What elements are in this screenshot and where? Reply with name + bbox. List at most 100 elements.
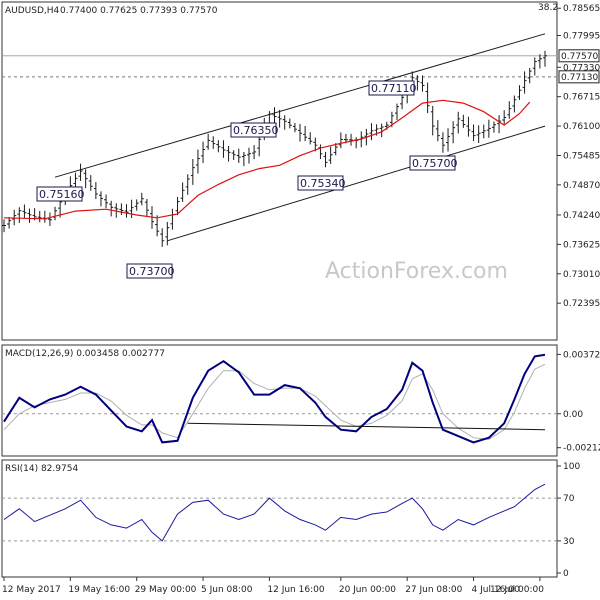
- dashed-level-tag-label: 0.77130: [561, 73, 598, 83]
- swing-label: 0.75700: [409, 155, 458, 171]
- price-bar: [435, 120, 440, 142]
- price-bar: [195, 149, 200, 174]
- price-bar: [211, 136, 216, 149]
- price-bar: [17, 207, 22, 223]
- price-bar: [83, 169, 88, 189]
- price-bar: [298, 123, 303, 142]
- price-bar: [517, 85, 522, 100]
- macd-title: MACD(12,26,9) 0.003458 0.002777: [5, 349, 165, 359]
- price-bar: [394, 103, 399, 120]
- rsi-panel-frame: [1, 459, 558, 578]
- rsi-ytick-label: 100: [563, 462, 580, 472]
- price-bar: [206, 133, 211, 150]
- rsi-line: [3, 483, 546, 542]
- swing-label-box: [409, 155, 456, 171]
- price-bar: [190, 159, 195, 185]
- price-bar: [512, 95, 517, 113]
- price-bar: [471, 124, 476, 142]
- price-bar: [333, 143, 338, 156]
- price-bar: [491, 121, 496, 133]
- swing-label: 0.77110: [368, 80, 417, 96]
- price-bar: [134, 199, 139, 211]
- x-tick-label: 12 Jul 00:00: [490, 585, 544, 595]
- moving-average-line: [3, 99, 531, 220]
- channel-lower-line: [167, 125, 546, 242]
- price-bar: [425, 82, 430, 114]
- price-ytick-label: 0.73625: [563, 240, 600, 250]
- swing-label: 0.73700: [126, 263, 175, 279]
- price-bar: [349, 133, 354, 146]
- price-bar: [527, 67, 532, 84]
- price-bar: [476, 125, 481, 144]
- macd-ytick-label: 0.003724: [563, 350, 600, 360]
- price-ytick-label: 0.77330: [563, 63, 600, 73]
- price-bar: [486, 119, 491, 138]
- price-bar: [246, 147, 251, 164]
- price-bar: [502, 110, 507, 124]
- x-tick-label: 29 May 00:00: [135, 585, 197, 595]
- price-layer: 0.75160 0.73700 0.76350 0.75340 0.77110 0.757…: [2, 33, 557, 279]
- price-ytick-label: 0.75485: [563, 151, 600, 161]
- price-bar: [216, 140, 221, 153]
- price-bar: [369, 123, 374, 141]
- x-tick-label: 12 Jun 16:00: [267, 585, 324, 595]
- swing-label-text: 0.73700: [129, 265, 175, 278]
- swing-label-text: 0.75340: [300, 177, 346, 190]
- price-ytick-label: 0.77995: [563, 31, 600, 41]
- price-ytick-label: 0.73010: [563, 270, 600, 280]
- price-bar: [277, 109, 282, 128]
- swing-label-box: [126, 263, 173, 279]
- price-bar: [420, 75, 425, 92]
- price-bar: [104, 194, 109, 209]
- rsi-layer: [2, 483, 557, 542]
- price-bar: [226, 146, 231, 162]
- price-bar: [2, 219, 6, 233]
- swing-label: 0.75160: [36, 186, 85, 202]
- price-bar: [497, 115, 502, 134]
- price-bar: [185, 174, 190, 195]
- price-bar: [37, 210, 42, 223]
- macd-line: [3, 353, 546, 444]
- price-header-top-right: 38.2: [538, 3, 558, 13]
- axes-layer: 0.78565 0.77995 0.77330 0.76715 0.76100 0.754…: [2, 4, 600, 595]
- price-bar: [451, 121, 456, 144]
- price-bar: [481, 124, 486, 139]
- price-bar: [201, 141, 206, 163]
- swing-label-box: [368, 80, 415, 96]
- price-bar: [456, 111, 461, 134]
- price-bar: [257, 135, 262, 157]
- price-bar: [415, 75, 420, 91]
- rsi-title: RSI(14) 82.9754: [5, 464, 78, 474]
- x-tick-label: 4 Jul 16:00: [472, 585, 521, 595]
- price-bar: [221, 140, 226, 158]
- price-bar: [160, 228, 165, 247]
- price-bar: [139, 192, 144, 206]
- price-bar: [114, 203, 119, 218]
- price-bar: [175, 196, 180, 216]
- swing-label-text: 0.76350: [233, 124, 279, 137]
- swing-label-box: [297, 175, 344, 191]
- price-bar: [47, 212, 52, 226]
- price-bar: [22, 204, 27, 219]
- price-bar: [109, 200, 114, 217]
- price-panel-frame: [1, 1, 558, 341]
- price-bar: [522, 71, 527, 94]
- price-bar: [440, 132, 445, 153]
- price-bar: [461, 114, 466, 128]
- x-tick-label: 5 Jun 08:00: [201, 585, 253, 595]
- x-tick-label: 12 May 2017: [2, 585, 61, 595]
- price-bar: [180, 182, 185, 202]
- price-bar: [446, 128, 451, 152]
- swing-label-text: 0.75700: [412, 157, 458, 170]
- price-bar: [144, 198, 149, 216]
- price-ytick-label: 0.78565: [563, 4, 600, 14]
- swing-label: 0.76350: [230, 122, 279, 138]
- price-bar: [308, 132, 313, 145]
- price-ytick-label: 0.76100: [563, 122, 600, 132]
- price-bar: [119, 203, 124, 215]
- macd-panel-frame: [1, 344, 558, 457]
- price-ytick-label: 0.74240: [563, 211, 600, 221]
- rsi-ytick-label: 30: [563, 537, 575, 547]
- price-bar: [93, 182, 98, 200]
